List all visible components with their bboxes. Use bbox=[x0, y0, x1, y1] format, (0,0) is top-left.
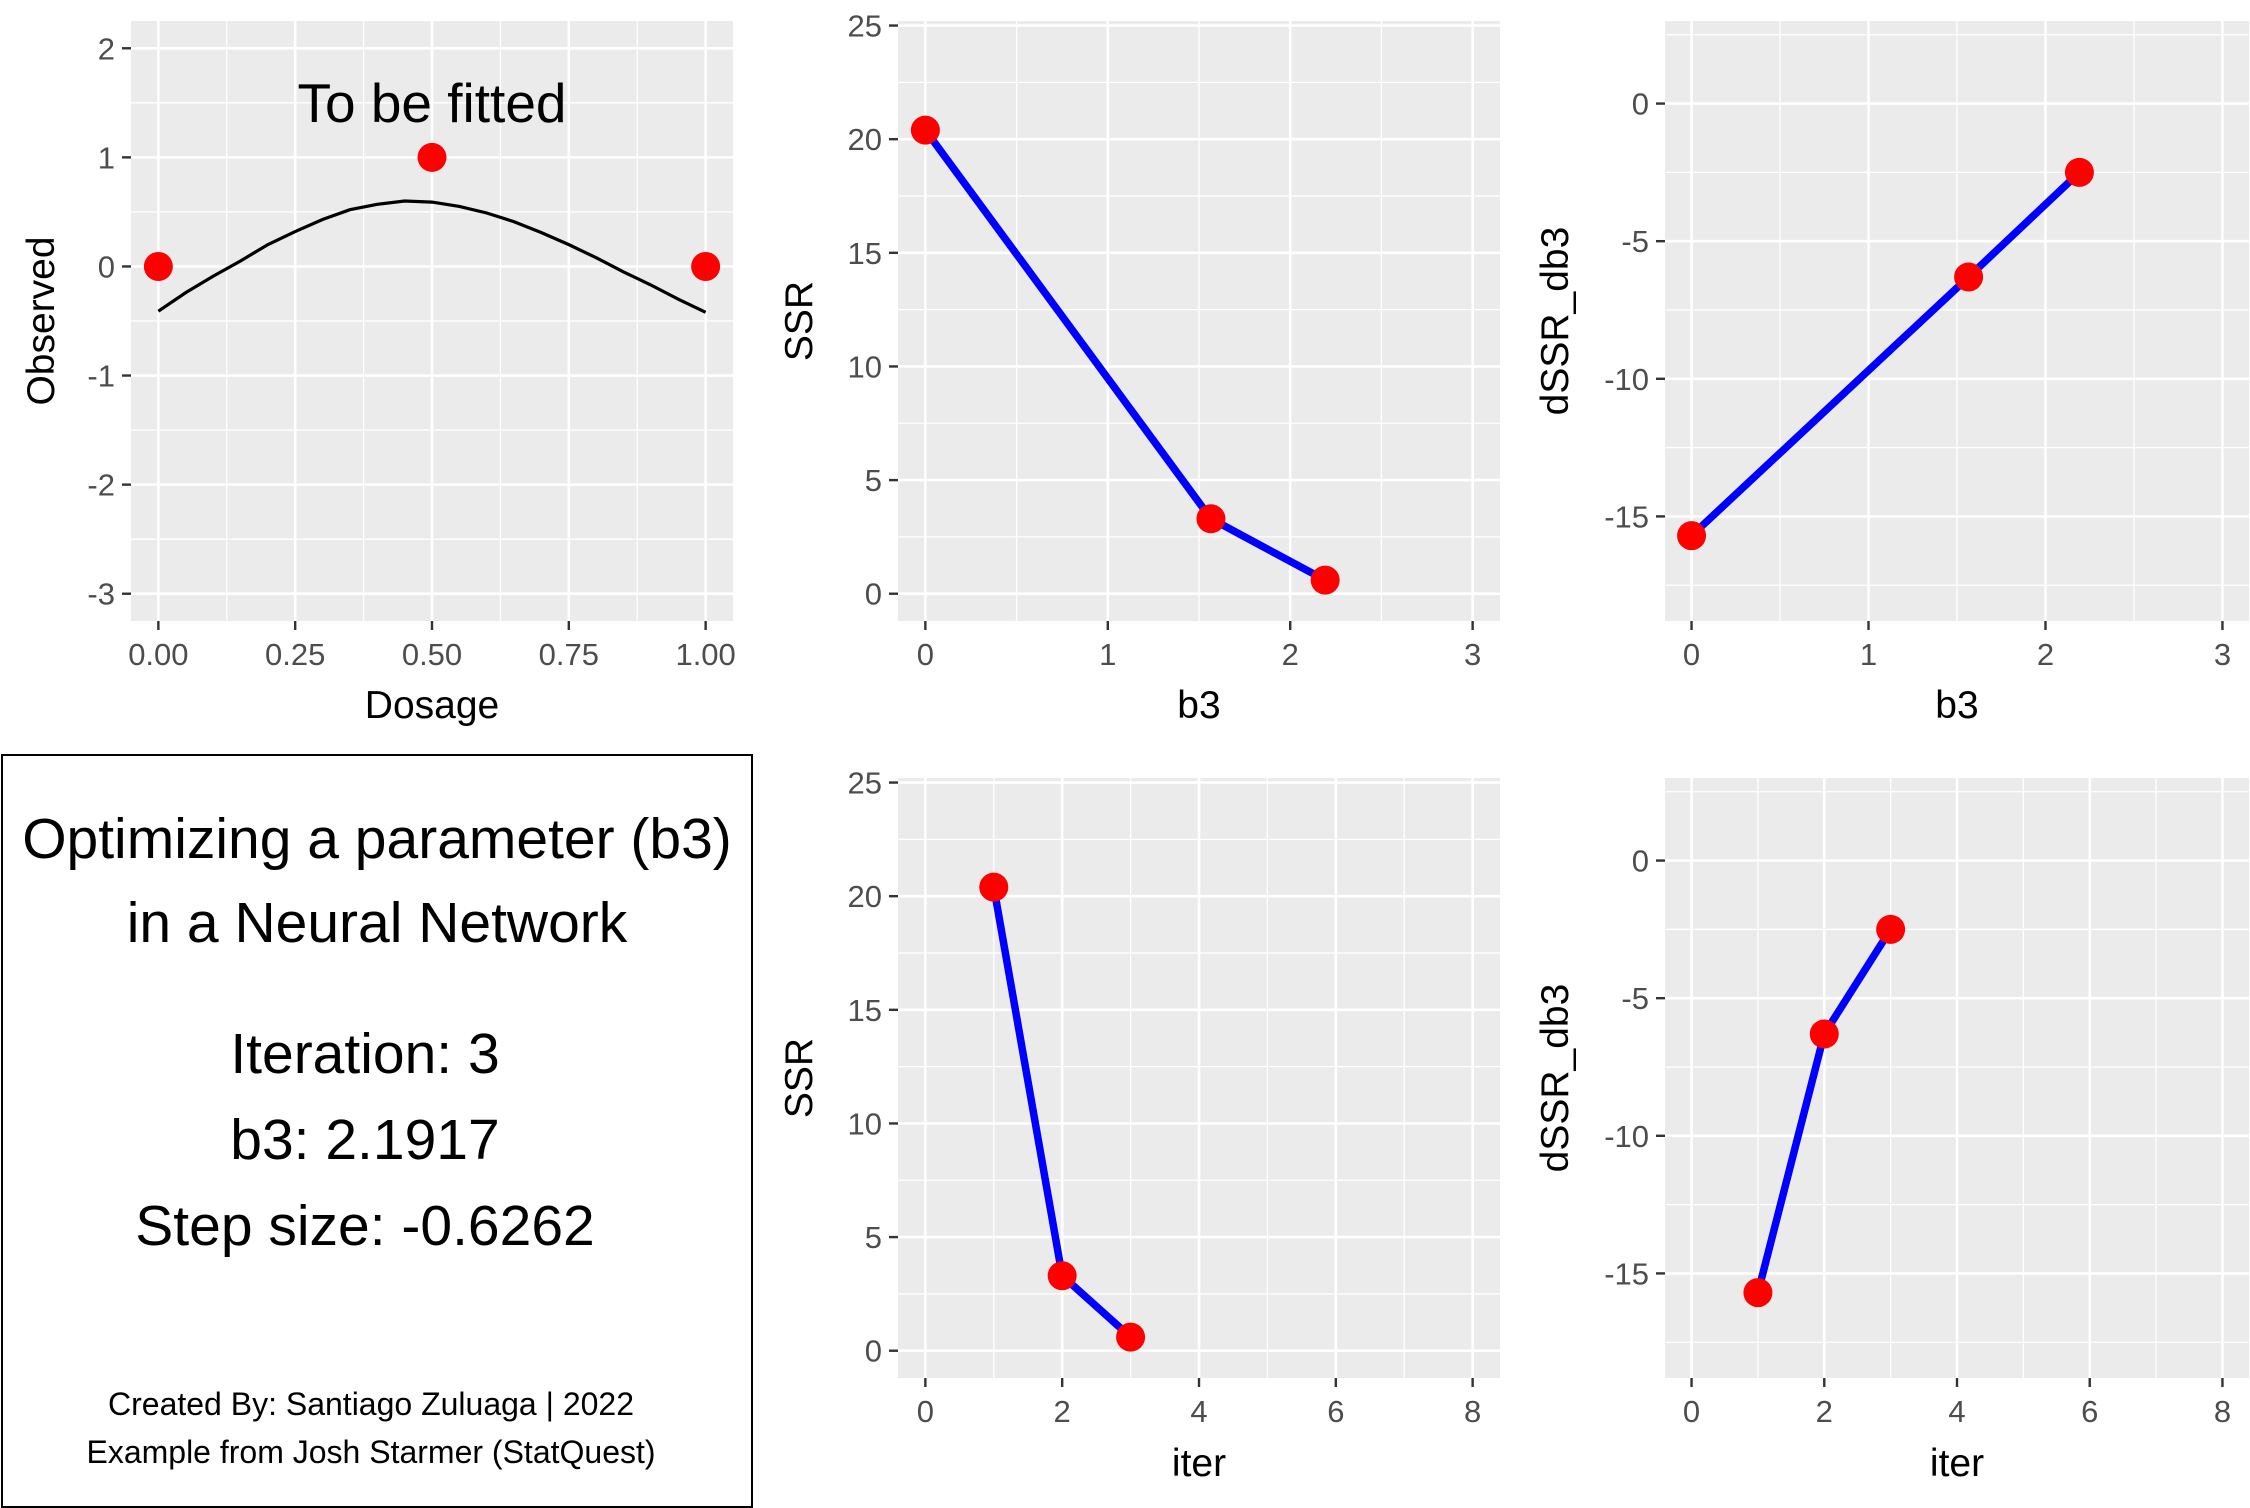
chart-panel-5: 0 2 4 6 8 -15 -10 -5 0 iter dSSR_db3 bbox=[1534, 778, 2249, 1485]
data-point bbox=[2064, 157, 2094, 187]
x-tick-label: 2 bbox=[2037, 637, 2054, 672]
y-axis-title: SSR bbox=[778, 1038, 821, 1118]
y-tick-label: 1 bbox=[98, 140, 115, 175]
y-tick-label: 0 bbox=[1632, 844, 1649, 879]
y-tick-label: 10 bbox=[848, 349, 882, 384]
fitted-curve bbox=[157, 199, 707, 314]
chart-panel-3: 0 1 2 3 -15 -10 -5 0 b3 dSSR_db3 bbox=[1534, 21, 2249, 727]
credit-line2: Example from Josh Starmer (StatQuest) bbox=[86, 1434, 656, 1470]
chart-panel-1: 0.00 0.25 0.50 0.75 1.00 -3 -2 -1 0 1 2 Dosage Obser… bbox=[20, 21, 736, 727]
x-axis-title: iter bbox=[1172, 1442, 1226, 1485]
y-tick-label: -10 bbox=[1604, 362, 1649, 397]
y-tick-label: 5 bbox=[865, 1220, 882, 1255]
data-point bbox=[1196, 504, 1226, 534]
x-tick-label: 2 bbox=[1054, 1394, 1071, 1429]
data-point bbox=[691, 251, 721, 281]
y-tick-label: -3 bbox=[87, 577, 115, 612]
y-axis-title: Observed bbox=[20, 236, 63, 405]
step-size-label: Step size: -0.6262 bbox=[135, 1194, 595, 1258]
x-tick-label: 0 bbox=[1683, 637, 1700, 672]
y-tick-label: -15 bbox=[1604, 1256, 1649, 1291]
data-point bbox=[1677, 521, 1707, 551]
y-tick-label: 0 bbox=[98, 249, 115, 284]
x-axis-title: iter bbox=[1930, 1442, 1984, 1485]
x-tick-label: 3 bbox=[1464, 637, 1481, 672]
x-tick-label: 0.50 bbox=[402, 637, 462, 672]
y-tick-label: -5 bbox=[1621, 981, 1649, 1016]
y-tick-label: 20 bbox=[848, 122, 882, 157]
y-tick-label: -5 bbox=[1621, 224, 1649, 259]
data-point bbox=[1876, 914, 1906, 944]
data-point bbox=[143, 251, 173, 281]
x-tick-label: 0 bbox=[1683, 1394, 1700, 1429]
y-axis-title: SSR bbox=[778, 281, 821, 361]
y-tick-label: 0 bbox=[1632, 87, 1649, 122]
info-title-line2: in a Neural Network bbox=[126, 891, 628, 955]
x-tick-label: 8 bbox=[2214, 1394, 2231, 1429]
y-axis-title: dSSR_db3 bbox=[1534, 227, 1577, 416]
info-title-line1: Optimizing a parameter (b3) bbox=[22, 807, 732, 871]
data-point bbox=[417, 142, 447, 172]
data-point bbox=[1116, 1322, 1146, 1352]
y-tick-label: -2 bbox=[87, 468, 115, 503]
y-tick-label: -10 bbox=[1604, 1119, 1649, 1154]
y-tick-label: 25 bbox=[848, 766, 882, 801]
x-tick-label: 2 bbox=[1282, 637, 1299, 672]
y-tick-label: 25 bbox=[848, 9, 882, 44]
data-point bbox=[1310, 565, 1340, 595]
y-tick-label: 0 bbox=[865, 1334, 882, 1369]
credit-line1: Created By: Santiago Zuluaga | 2022 bbox=[108, 1386, 634, 1422]
x-tick-label: 0 bbox=[917, 1394, 934, 1429]
data-point bbox=[910, 115, 940, 145]
x-tick-label: 0.00 bbox=[128, 637, 188, 672]
b3-value-label: b3: 2.1917 bbox=[230, 1108, 500, 1172]
x-tick-label: 0.75 bbox=[539, 637, 599, 672]
chart-panel-4: 0 2 4 6 8 0 5 10 15 20 25 iter SSR bbox=[778, 766, 1500, 1485]
x-tick-label: 0 bbox=[917, 637, 934, 672]
y-tick-label: -15 bbox=[1604, 499, 1649, 534]
x-tick-label: 1 bbox=[1860, 637, 1877, 672]
data-point bbox=[1743, 1278, 1773, 1308]
info-box: Optimizing a parameter (b3) in a Neural … bbox=[1, 754, 753, 1508]
data-point bbox=[1047, 1261, 1077, 1291]
chart-panel-2: 0 1 2 3 0 5 10 15 20 25 b3 SSR bbox=[778, 9, 1500, 727]
x-tick-label: 1 bbox=[1099, 637, 1116, 672]
y-tick-label: 10 bbox=[848, 1106, 882, 1141]
y-tick-label: 2 bbox=[98, 31, 115, 66]
data-point bbox=[1954, 262, 1984, 292]
y-tick-label: -1 bbox=[87, 359, 115, 394]
x-tick-label: 8 bbox=[1464, 1394, 1481, 1429]
x-tick-label: 0.25 bbox=[265, 637, 325, 672]
y-tick-label: 15 bbox=[848, 236, 882, 271]
x-axis-title: Dosage bbox=[365, 684, 499, 727]
x-tick-label: 2 bbox=[1816, 1394, 1833, 1429]
annotation-label: To be fitted bbox=[297, 72, 566, 134]
x-tick-label: 1.00 bbox=[675, 637, 735, 672]
x-tick-label: 6 bbox=[2081, 1394, 2098, 1429]
y-tick-label: 5 bbox=[865, 463, 882, 498]
y-axis-title: dSSR_db3 bbox=[1534, 984, 1577, 1173]
x-tick-label: 4 bbox=[1948, 1394, 1965, 1429]
x-tick-label: 6 bbox=[1327, 1394, 1344, 1429]
x-tick-label: 3 bbox=[2214, 637, 2231, 672]
x-axis-title: b3 bbox=[1935, 684, 1978, 727]
iteration-label: Iteration: 3 bbox=[230, 1022, 500, 1086]
x-tick-label: 4 bbox=[1190, 1394, 1207, 1429]
y-tick-label: 15 bbox=[848, 993, 882, 1028]
data-point bbox=[1809, 1019, 1839, 1049]
y-tick-label: 20 bbox=[848, 879, 882, 914]
data-point bbox=[979, 872, 1009, 902]
y-tick-label: 0 bbox=[865, 577, 882, 612]
x-axis-title: b3 bbox=[1177, 684, 1220, 727]
